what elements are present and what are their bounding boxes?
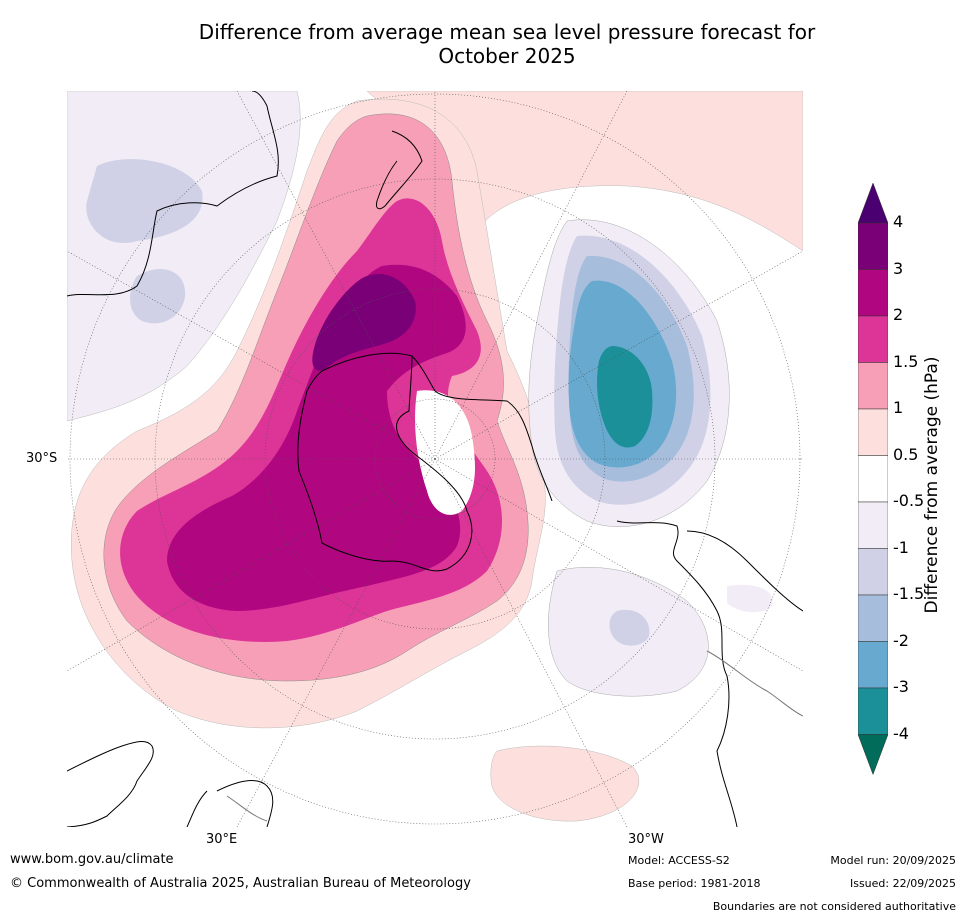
- chart-title: Difference from average mean sea level p…: [0, 20, 965, 68]
- colorbar-extend-min: [858, 734, 888, 776]
- coastline-south-america: [616, 520, 738, 827]
- colorbar-cell--3to-2: [858, 641, 888, 689]
- anomaly-region-pos-3: [312, 273, 416, 371]
- anomaly-region-neg-mid-west-2: [130, 268, 186, 324]
- colorbar-tick-label: -1.5: [893, 584, 925, 603]
- lon-label-30e: 30°E: [206, 832, 238, 847]
- colorbar-tick-label: 2: [893, 305, 904, 324]
- colorbar-tick-label: 0.5: [893, 444, 919, 464]
- colorbar-tick-label: 1.5: [893, 351, 919, 371]
- lon-label-30w: 30°W: [628, 832, 664, 847]
- colorbar-cell-neutral: [858, 455, 888, 503]
- colorbar-extend-max: [858, 183, 888, 224]
- colorbar-cell-2to3: [858, 269, 888, 317]
- lat-label-30s: 30°S: [26, 451, 58, 466]
- colorbar-cell-0.5to1: [858, 408, 888, 456]
- neutral-region-central: [415, 390, 475, 515]
- colorbar-tick-label: -4: [893, 723, 909, 743]
- colorbar-tick-label: -2: [893, 630, 909, 650]
- coastline-australia: [67, 91, 279, 297]
- footer-model-run: Model run: 20/09/2025: [830, 854, 956, 867]
- footer-disclaimer: Boundaries are not considered authoritat…: [712, 900, 956, 913]
- anomaly-blob-pos-south: [490, 745, 639, 822]
- coastline-south-america-east: [686, 530, 803, 612]
- colorbar-tick-label: 4: [893, 212, 904, 231]
- footer-model: Model: ACCESS-S2: [628, 854, 730, 867]
- footer-issued: Issued: 22/09/2025: [849, 877, 956, 890]
- coastline-antarctica: [297, 352, 473, 572]
- coastline-new-zealand: [376, 130, 423, 210]
- anomaly-region-neg-mid-west: [86, 159, 203, 243]
- anomaly-blob-neg-east: [727, 584, 773, 613]
- colorbar-tick-label: 1: [893, 398, 904, 417]
- title-line-2: October 2025: [438, 44, 576, 68]
- colorbar-cell--1to-0.5: [858, 501, 888, 549]
- colorbar-cell--2to-1.5: [858, 594, 888, 642]
- colorbar-tick-label: 3: [893, 258, 904, 278]
- coastline-africa: [67, 741, 154, 827]
- polar-map: [67, 91, 803, 827]
- colorbar-cell-gt3: [858, 222, 888, 270]
- colorbar-tick-label: -1: [893, 537, 909, 557]
- colorbar-cell-1.5to2: [858, 315, 888, 363]
- colorbar-cell--4to-3: [858, 687, 888, 735]
- colorbar: [858, 183, 888, 776]
- anomaly-region-pos-2: [167, 264, 466, 611]
- colorbar-cell--1.5to-1: [858, 548, 888, 596]
- anomaly-blob-neg: [609, 609, 650, 646]
- colorbar-tick-label: -3: [893, 677, 909, 696]
- anomaly-region-neg-3: [597, 346, 653, 448]
- colorbar-tick-label: -0.5: [893, 491, 925, 510]
- title-line-1: Difference from average mean sea level p…: [198, 20, 816, 44]
- footer-base-period: Base period: 1981-2018: [628, 877, 761, 890]
- footer-copyright: © Commonwealth of Australia 2025, Austra…: [10, 876, 471, 891]
- coastline-madagascar: [216, 780, 274, 827]
- colorbar-cell-1to1.5: [858, 362, 888, 410]
- coastline-peninsula: [411, 355, 553, 502]
- coastline-africa-south: [186, 790, 208, 827]
- boundary-south-america: [706, 650, 803, 717]
- footer-website[interactable]: www.bom.gov.au/climate: [10, 852, 174, 867]
- colorbar-title: Difference from average (hPa): [922, 356, 942, 614]
- boundary-africa: [226, 795, 268, 822]
